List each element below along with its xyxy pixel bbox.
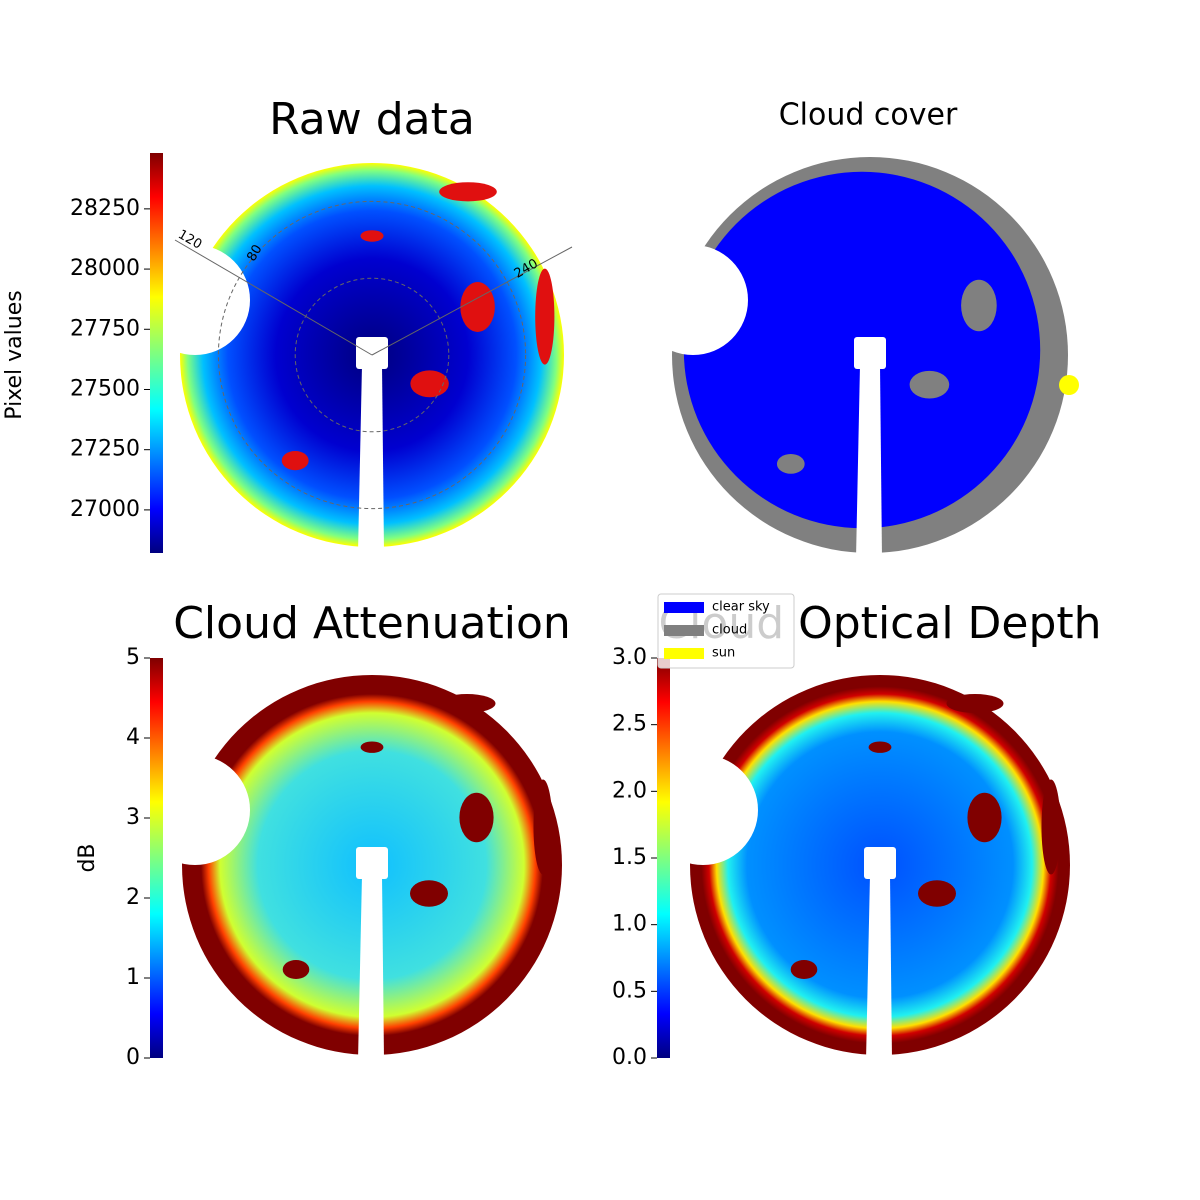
- colorbar-tick-label: 2.0: [612, 778, 647, 803]
- cloud-patch: [535, 268, 555, 365]
- cloud-patch: [360, 230, 384, 242]
- colorbar-tick-label: 0.0: [612, 1045, 647, 1070]
- colorbar-tick-label: 0: [126, 1045, 140, 1070]
- legend-label: sun: [712, 646, 735, 661]
- colorbar-tick-label: 5: [126, 645, 140, 670]
- legend: clear sky cloud sun: [657, 593, 795, 669]
- mask-notch: [638, 245, 748, 355]
- colorbar-label: dB: [75, 843, 100, 872]
- panel-title: Raw data: [269, 94, 475, 145]
- polar-label: 80: [244, 242, 265, 264]
- colorbar-tick-label: 1.5: [612, 845, 647, 870]
- legend-swatch: [664, 648, 704, 659]
- mask-camera: [356, 847, 388, 879]
- cloud-patch: [533, 779, 553, 875]
- mask-notch: [140, 755, 250, 865]
- colorbar-tick-label: 27000: [70, 497, 140, 522]
- colorbar-tick-label: 2: [126, 885, 140, 910]
- polar-ring: [217, 200, 527, 510]
- legend-label: clear sky: [712, 600, 770, 615]
- colorbar-label: Pixel values: [2, 290, 27, 419]
- colorbar-tick-label: 27250: [70, 437, 140, 462]
- cloud-patch: [439, 182, 497, 202]
- panel: Cloud Attenuation 0 1 2 3 4 5 dB: [75, 598, 571, 1070]
- panel: Cloud cover: [638, 98, 1079, 559]
- colorbar-tick-label: 27500: [70, 376, 140, 401]
- cloud-patch: [790, 960, 818, 979]
- cloud-patch: [410, 880, 448, 907]
- mask-camera: [864, 847, 896, 879]
- cloud-patch: [918, 880, 956, 907]
- cloud-patch: [909, 370, 950, 399]
- colorbar-tick-label: 2.5: [612, 712, 647, 737]
- mask-camera: [854, 337, 886, 369]
- mask-notch: [140, 245, 250, 355]
- cloud-patch: [459, 792, 494, 843]
- polar-line: [371, 246, 573, 356]
- cloud-patch: [961, 279, 997, 332]
- colorbar-tick-label: 3.0: [612, 645, 647, 670]
- cloud-patch: [776, 454, 805, 474]
- colorbar-tick-label: 28250: [70, 196, 140, 221]
- cloud-patch: [282, 960, 310, 979]
- mask-stand: [866, 875, 892, 1061]
- cloud-patch: [360, 741, 384, 753]
- colorbar: [150, 658, 163, 1058]
- mask-stand: [358, 875, 384, 1061]
- cloud-patch: [438, 694, 496, 713]
- colorbar-tick-label: 27750: [70, 316, 140, 341]
- cloud-patch: [1041, 779, 1061, 875]
- cloud-patch: [967, 792, 1002, 843]
- colorbar-tick-label: 4: [126, 725, 140, 750]
- colorbar-tick-label: 28000: [70, 256, 140, 281]
- cloud-patch: [460, 282, 495, 332]
- mask-stand: [856, 365, 882, 559]
- colorbar-tick-label: 3: [126, 805, 140, 830]
- cloud-patch: [410, 370, 449, 398]
- cloud-patch: [281, 451, 309, 471]
- colorbar-tick-label: 1.0: [612, 912, 647, 937]
- colorbar-tick-label: 0.5: [612, 978, 647, 1003]
- legend-swatch: [664, 602, 704, 613]
- mask-camera: [356, 337, 388, 369]
- legend-swatch: [664, 625, 704, 636]
- colorbar: [657, 658, 670, 1058]
- cloud-patch: [868, 741, 892, 753]
- mask-notch: [648, 755, 758, 865]
- panel-title: Cloud Attenuation: [173, 598, 571, 649]
- colorbar: [150, 153, 163, 553]
- legend-label: cloud: [712, 623, 747, 638]
- cloud-patch: [946, 694, 1004, 713]
- polar-line: [174, 239, 373, 356]
- mask-stand: [358, 365, 384, 553]
- colorbar-tick-label: 1: [126, 965, 140, 990]
- polar-ring: [294, 277, 450, 433]
- sun-marker: [1059, 375, 1079, 395]
- panel-title: Cloud cover: [779, 98, 958, 133]
